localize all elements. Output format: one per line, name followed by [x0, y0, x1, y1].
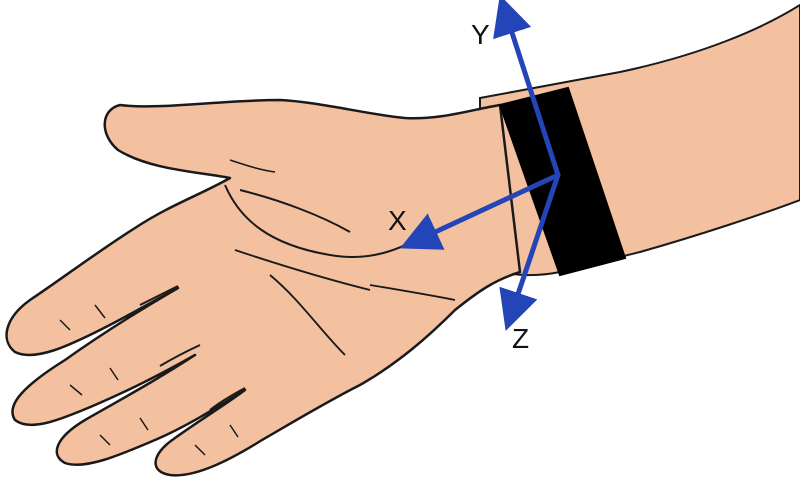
finger-gap-2	[159, 344, 201, 367]
palm-crease-3	[234, 249, 371, 291]
thumb-crease	[229, 159, 276, 173]
z-axis-label: Z	[512, 323, 529, 354]
x-axis-arrow	[399, 172, 561, 250]
palm-crease-4	[269, 274, 346, 356]
y-axis-label: Y	[471, 19, 490, 50]
wrist-band	[498, 86, 627, 277]
finger-gap-3	[209, 387, 246, 411]
x-axis-label: X	[388, 205, 407, 236]
finger-gap-1	[139, 285, 179, 306]
z-axis-arrow	[499, 172, 561, 331]
palm-crease-2	[239, 189, 351, 233]
palm-crease-5	[369, 284, 456, 301]
knuckle-lines	[59, 304, 239, 456]
y-axis-arrow	[493, 0, 561, 178]
hand	[5, 98, 522, 477]
